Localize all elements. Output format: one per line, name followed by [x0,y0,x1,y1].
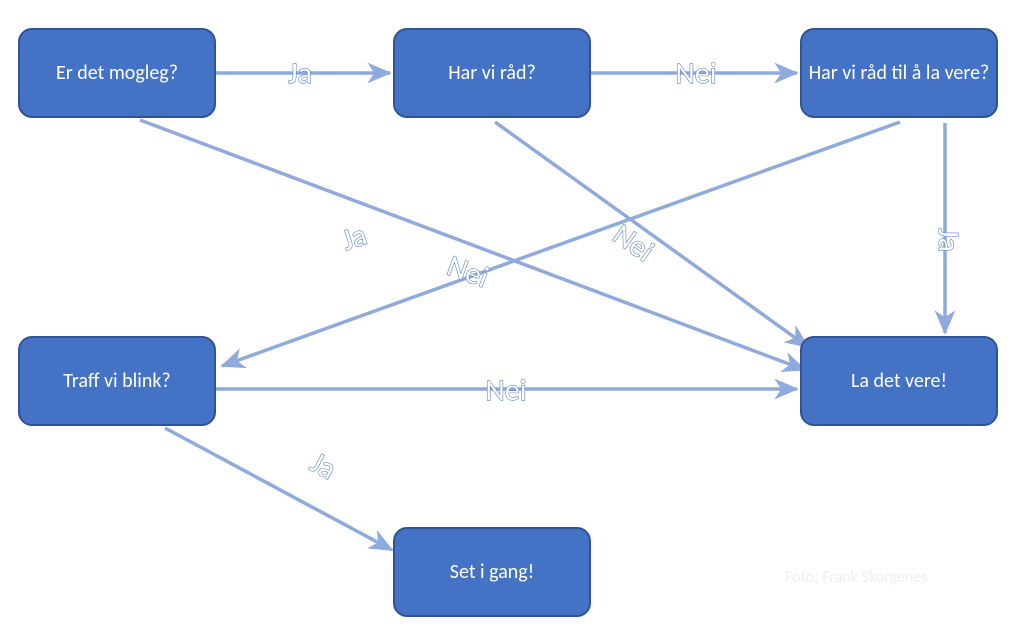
node-set-i-gang: Set i gang! [393,527,591,617]
node-label: Traff vi blink? [63,369,170,393]
edge-label-rad-vere: Nei [675,55,716,92]
edge-label-rad-ladet: Nei [606,216,661,270]
edge-blink-gang [165,428,392,550]
node-label: Er det mogleg? [56,61,178,85]
edge-mogleg-ladet [140,120,805,370]
edge-rad-ladet [495,122,808,347]
node-har-vi-rad: Har vi råd? [393,28,591,118]
flowchart-canvas: Ja Nei Ja Nei Nei Ja Nei Ja Er det mogleg? Har … [0,0,1024,631]
edge-label-blink-ladet: Nei [485,372,526,409]
edge-label-blink-gang: Ja [304,444,343,488]
node-la-det-vere: La det vere! [800,336,998,426]
node-label: La det vere! [851,369,947,393]
photo-credit: Foto: Frank Skorgenes [785,568,928,587]
node-label: Har vi råd? [448,61,536,85]
node-har-vi-rad-la-vere: Har vi råd til å la vere? [800,28,998,118]
node-er-det-mogleg: Er det mogleg? [18,28,216,118]
edge-vere-blink [222,122,900,366]
node-label: Set i gang! [450,560,534,584]
credit-text: Foto: Frank Skorgenes [785,568,928,587]
edge-label-vere-ladet: Ja [930,228,967,252]
edge-label-mogleg-rad: Ja [288,55,312,92]
node-traff-vi-blink: Traff vi blink? [18,336,216,426]
edge-label-mogleg-ladet: Nei [442,247,493,296]
edge-label-vere-blink: Ja [337,216,371,259]
node-label: Har vi råd til å la vere? [809,61,990,85]
